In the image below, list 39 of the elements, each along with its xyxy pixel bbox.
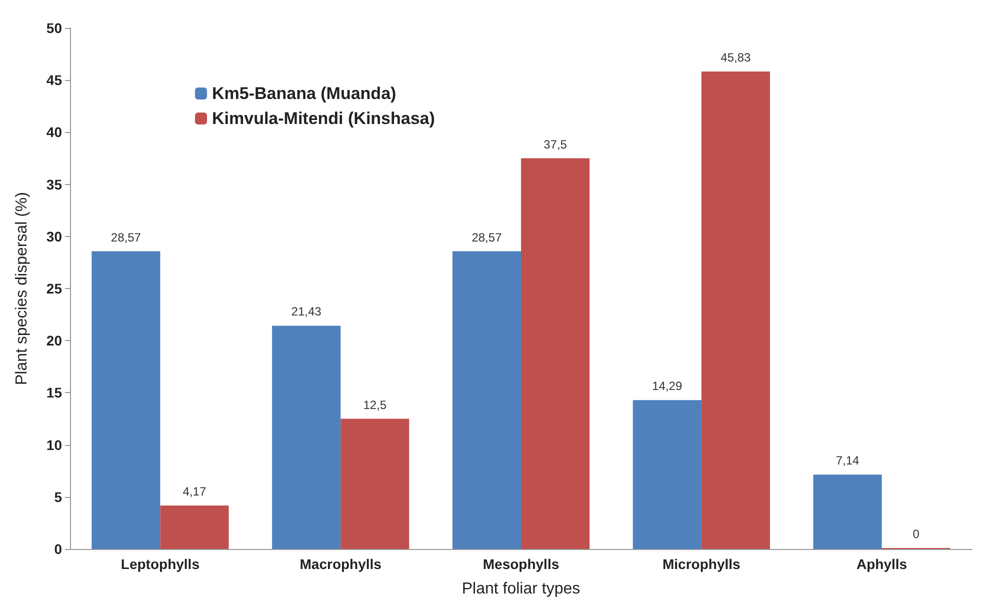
data-label: 45,83 (720, 50, 752, 64)
bar (340, 418, 410, 549)
x-tick-label: Mesophylls (482, 556, 560, 572)
bar (272, 326, 341, 549)
y-tick-label: 10 (46, 436, 62, 453)
y-tick-label: 0 (54, 541, 62, 557)
x-tick-label: Aphylls (856, 556, 908, 572)
y-tick-label: 5 (54, 488, 62, 505)
data-label: 28,57 (472, 230, 502, 244)
bar (92, 251, 160, 549)
legend-label: Km5-Banana (Muanda) (212, 84, 396, 103)
x-tick-label: Leptophylls (120, 556, 200, 572)
y-tick-label: 15 (46, 384, 62, 401)
x-tick-label: Macrophylls (300, 556, 382, 572)
data-label: 12,5 (363, 398, 387, 412)
bar (632, 400, 702, 549)
x-axis-title: Plant foliar types (462, 580, 580, 598)
data-label: 7,14 (836, 454, 860, 468)
legend-label: Kimvula-Mitendi (Kinshasa) (212, 109, 435, 128)
y-tick-label: 20 (46, 332, 62, 349)
y-tick-label: 40 (46, 124, 62, 140)
bar (813, 474, 882, 549)
bar (701, 71, 770, 549)
y-tick-label: 45 (46, 72, 62, 88)
x-tick-label: Microphylls (662, 556, 741, 572)
y-tick-label: 30 (46, 228, 62, 244)
y-tick-label: 35 (46, 176, 62, 192)
data-label: 21,43 (291, 304, 322, 319)
bar (521, 158, 590, 549)
y-tick-label: 50 (46, 20, 62, 36)
data-label: 37,5 (544, 137, 568, 152)
data-label: 0 (912, 527, 920, 541)
y-tick-label: 25 (46, 280, 62, 296)
bar (452, 251, 521, 549)
bar (160, 506, 229, 549)
y-axis-title: Plant species dispersal (%) (14, 192, 30, 385)
data-label: 28,57 (110, 230, 142, 244)
data-label: 4,17 (182, 484, 206, 499)
data-label: 14,29 (652, 379, 682, 394)
